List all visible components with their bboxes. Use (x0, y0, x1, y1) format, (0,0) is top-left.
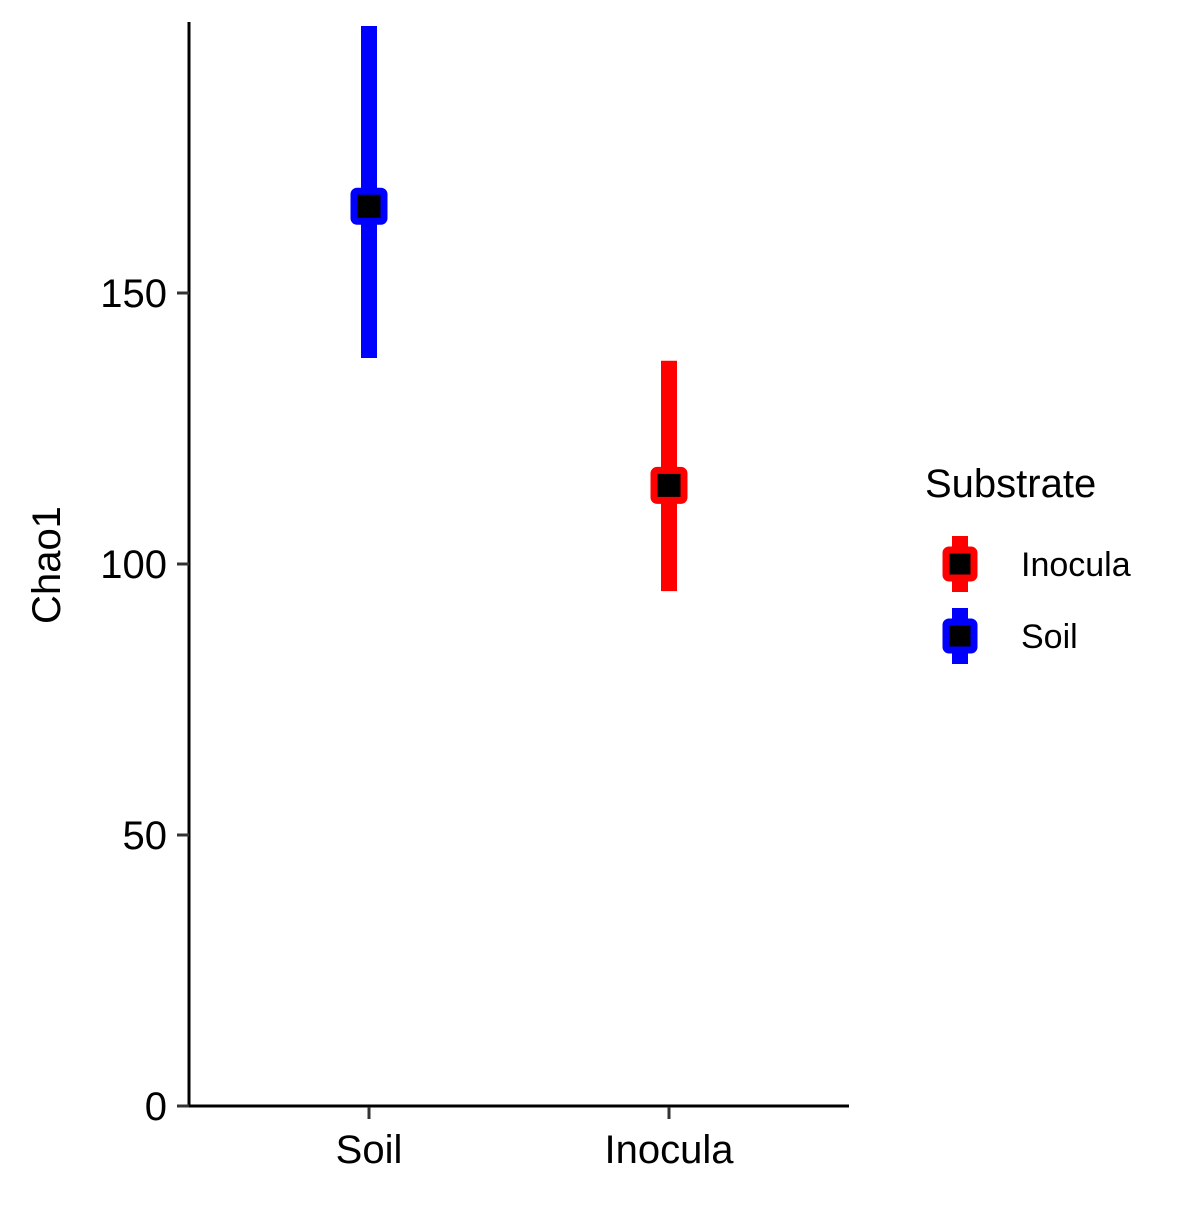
point-range-soil (350, 26, 388, 359)
y-tick-label: 50 (123, 814, 168, 858)
y-axis-label: Chao1 (25, 506, 69, 624)
legend-key-point (942, 618, 978, 654)
legend-title: Substrate (925, 462, 1096, 506)
legend-entry-inocula: Inocula (942, 536, 1131, 592)
y-tick-label: 100 (100, 543, 167, 587)
y-axis-ticks: 0 50 100 150 (100, 272, 189, 1129)
mean-point (350, 187, 388, 225)
legend-label: Soil (1021, 618, 1078, 656)
x-axis-ticks: Soil Inocula (336, 1107, 735, 1172)
x-tick-label: Soil (336, 1128, 403, 1172)
point-range-inocula (650, 360, 688, 592)
legend: Substrate Inocula Soil (925, 462, 1131, 664)
x-tick-label: Inocula (605, 1128, 735, 1172)
legend-key-point (942, 546, 978, 582)
y-tick-label: 150 (100, 272, 167, 316)
legend-entry-soil: Soil (942, 608, 1078, 664)
y-tick-label: 0 (145, 1085, 167, 1129)
mean-point (650, 466, 688, 504)
plot-area (350, 26, 688, 592)
legend-label: Inocula (1021, 546, 1131, 584)
